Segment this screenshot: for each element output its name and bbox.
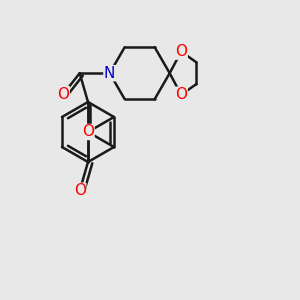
Text: N: N [104, 66, 116, 81]
Text: O: O [82, 124, 94, 140]
Text: O: O [175, 87, 187, 102]
Text: O: O [175, 44, 187, 59]
Text: O: O [57, 87, 69, 102]
Text: O: O [74, 183, 86, 198]
